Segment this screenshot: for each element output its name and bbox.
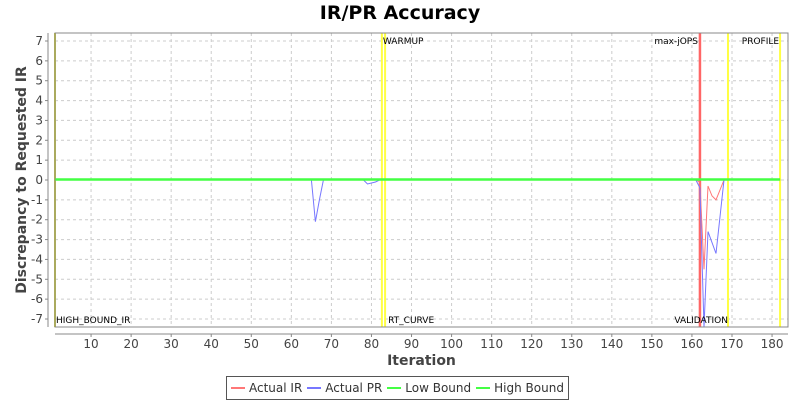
chart-title: IR/PR Accuracy — [319, 2, 481, 24]
y-tick-label: 4 — [35, 94, 43, 108]
legend-swatch-high-bound — [476, 387, 491, 389]
y-tick-label: -7 — [31, 312, 43, 326]
y-tick-label: 5 — [35, 74, 43, 88]
marker-label: VALIDATION — [674, 316, 728, 326]
x-tick-label: 50 — [244, 337, 259, 351]
x-tick-label: 80 — [364, 337, 379, 351]
y-tick-label: -1 — [31, 193, 43, 207]
y-tick-label: -6 — [31, 292, 43, 306]
x-tick-label: 30 — [164, 337, 179, 351]
y-tick-label: -3 — [31, 233, 43, 247]
marker-label: max-jOPS — [654, 37, 698, 47]
legend-label: Actual IR — [249, 381, 303, 395]
legend-label: High Bound — [494, 381, 564, 395]
legend-item-low-bound: Low Bound — [387, 381, 471, 395]
marker-label: WARMUP — [383, 37, 424, 47]
legend-swatch-actual-ir — [231, 387, 245, 389]
x-tick-label: 40 — [204, 337, 219, 351]
legend-item-actual-ir: Actual IR — [231, 381, 302, 395]
marker-label: HIGH_BOUND_IR — [56, 316, 130, 326]
x-tick-label: 170 — [721, 337, 744, 351]
y-tick-label: -4 — [31, 252, 43, 266]
marker-label: RT_CURVE — [388, 316, 434, 326]
y-tick-label: 0 — [35, 173, 43, 187]
y-tick-label: 7 — [35, 34, 43, 48]
x-tick-label: 60 — [284, 337, 299, 351]
y-tick-label: 2 — [35, 133, 43, 147]
y-tick-label: -5 — [31, 272, 43, 286]
x-tick-label: 20 — [123, 337, 138, 351]
x-tick-label: 150 — [640, 337, 663, 351]
legend-item-high-bound: High Bound — [476, 381, 564, 395]
x-tick-label: 70 — [324, 337, 339, 351]
y-tick-label: 1 — [35, 153, 43, 167]
x-tick-label: 130 — [560, 337, 583, 351]
chart-legend: Actual IR Actual PR Low Bound High Bound — [226, 376, 569, 400]
marker-label: PROFILE — [742, 37, 780, 47]
x-tick-label: 160 — [680, 337, 703, 351]
x-tick-label: 10 — [83, 337, 98, 351]
plot-border — [54, 32, 789, 328]
x-tick-label: 90 — [404, 337, 419, 351]
legend-swatch-low-bound — [387, 387, 402, 389]
y-tick-label: 3 — [35, 113, 43, 127]
y-tick-label: 6 — [35, 54, 43, 68]
x-tick-label: 100 — [440, 337, 463, 351]
y-tick-label: -2 — [31, 213, 43, 227]
x-tick-label: 180 — [761, 337, 784, 351]
legend-swatch-actual-pr — [307, 387, 322, 389]
legend-item-actual-pr: Actual PR — [307, 381, 382, 395]
y-axis-title: Discrepancy to Requested IR — [14, 66, 30, 294]
x-tick-label: 120 — [520, 337, 543, 351]
legend-label: Low Bound — [405, 381, 472, 395]
x-axis-title: Iteration — [387, 353, 456, 369]
x-tick-label: 140 — [600, 337, 623, 351]
legend-label: Actual PR — [325, 381, 383, 395]
x-tick-label: 110 — [480, 337, 503, 351]
